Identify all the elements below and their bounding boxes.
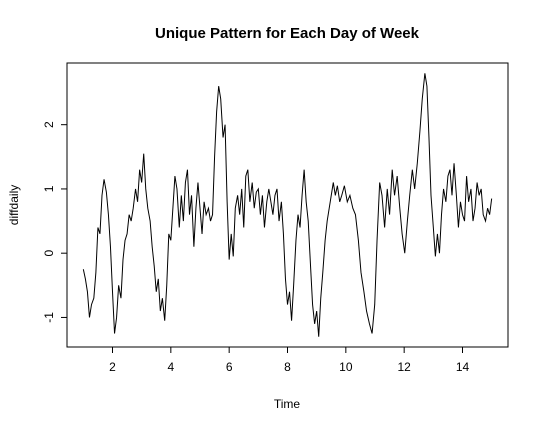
y-tick-label: -1 [42, 312, 56, 323]
y-axis-label: diffdaily [7, 185, 21, 225]
y-tick-label: 2 [42, 121, 56, 128]
x-tick-label: 14 [456, 360, 470, 374]
y-tick-label: 0 [42, 250, 56, 257]
x-tick-label: 10 [339, 360, 353, 374]
x-tick-label: 12 [397, 360, 411, 374]
y-tick-label: 1 [42, 185, 56, 192]
x-tick-label: 8 [284, 360, 291, 374]
data-line [82, 73, 493, 337]
chart-title: Unique Pattern for Each Day of Week [155, 25, 420, 42]
x-tick-label: 4 [167, 360, 174, 374]
x-tick-label: 6 [226, 360, 233, 374]
x-axis-label: Time [274, 397, 301, 411]
x-tick-label: 2 [109, 360, 116, 374]
